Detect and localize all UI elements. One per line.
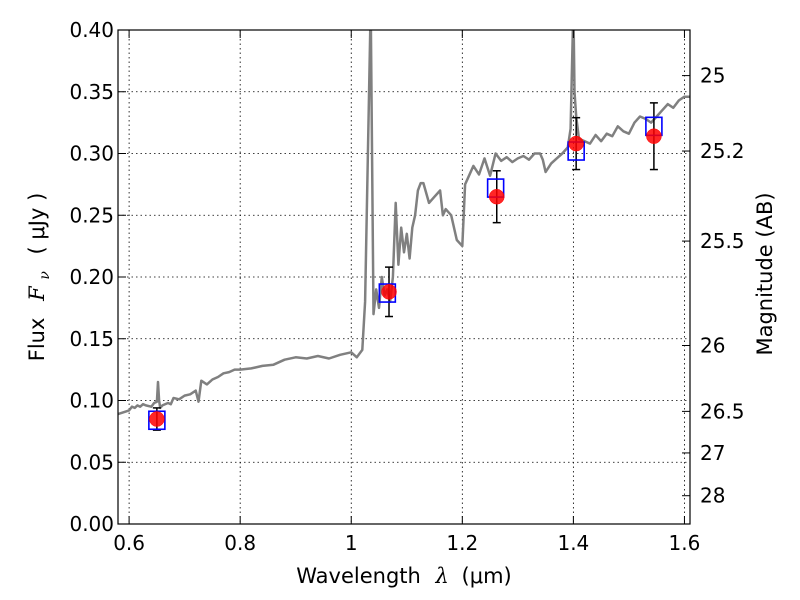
x-tick-label: 0.6 [113, 531, 145, 555]
observed-point [149, 411, 165, 427]
y-axis-label-unit: ( μJy ) [25, 193, 49, 255]
y-axis-label: Flux F ν ( μJy ) [25, 193, 54, 362]
error-bars [152, 102, 658, 431]
axis-ticks: 0.6 0.8 1 1.2 1.4 1.6 0.00 0.05 0.10 0.15 0.20 0.25… [69, 18, 744, 555]
y-tick-label: 0.15 [69, 327, 114, 351]
x-axis-label-symbol: λ [435, 564, 449, 588]
y-axis-label-subscript: ν [37, 271, 53, 280]
x-tick-label: 1 [345, 531, 358, 555]
y-tick-label: 0.05 [69, 450, 114, 474]
y-axis-label-symbol: F [25, 285, 49, 302]
model-spectrum-line [118, 30, 690, 416]
y2-tick-label: 27 [700, 441, 725, 465]
y-tick-label: 0.30 [69, 142, 114, 166]
y2-tick-label: 25 [700, 64, 725, 88]
grid [118, 30, 690, 524]
y2-tick-label: 25.5 [700, 229, 745, 253]
x-tick-label: 0.8 [224, 531, 256, 555]
x-axis-label-unit: (μm) [462, 564, 512, 588]
y-tick-label: 0.20 [69, 265, 114, 289]
y-tick-label: 0.00 [69, 512, 114, 536]
y2-tick-label: 26.5 [700, 399, 745, 423]
y2-axis-label: Magnitude (AB) [753, 192, 777, 355]
model-band-markers [148, 116, 663, 431]
observed-points [149, 128, 662, 427]
x-axis-label: Wavelength λ (μm) [296, 564, 511, 588]
observed-point [488, 188, 505, 205]
y-tick-label: 0.35 [69, 80, 114, 104]
y-tick-label: 0.25 [69, 203, 114, 227]
model-spectrum [118, 30, 690, 416]
y2-tick-label: 25.2 [700, 139, 745, 163]
y-tick-label: 0.10 [69, 389, 114, 413]
model-band-marker [148, 410, 166, 431]
observed-point [568, 135, 584, 152]
y-axis-label-prefix: Flux [25, 318, 49, 362]
observed-point [646, 128, 662, 144]
observed-point [381, 284, 397, 300]
x-axis-label-prefix: Wavelength [296, 564, 421, 588]
x-tick-label: 1.4 [557, 531, 589, 555]
x-tick-label: 1.6 [669, 531, 701, 555]
y2-tick-label: 28 [700, 484, 725, 508]
y2-tick-label: 26 [700, 333, 725, 357]
x-tick-label: 1.2 [446, 531, 478, 555]
y-tick-label: 0.40 [69, 18, 114, 42]
